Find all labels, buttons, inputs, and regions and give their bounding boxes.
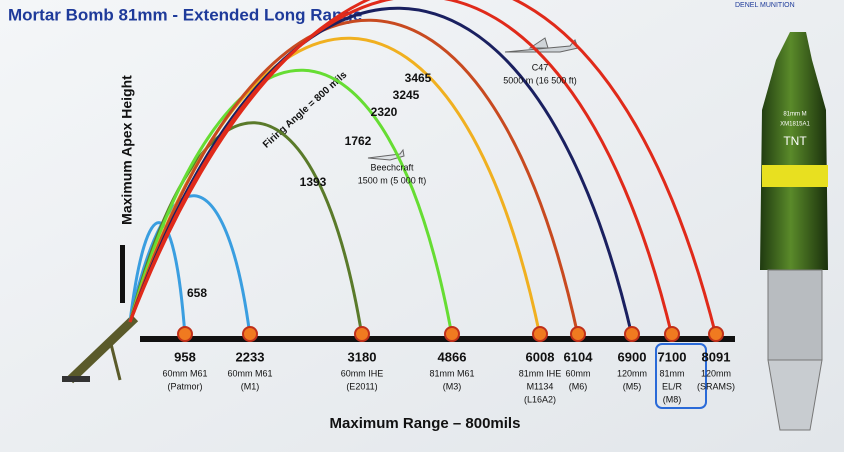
ammo-label: (E2011) [346,381,377,391]
ammo-label: M1134 [527,381,554,391]
ammo-label: 81mm IHE [519,368,562,378]
impact-burst [708,326,724,342]
ammo-label: (Patmor) [167,381,202,391]
trajectory [128,0,718,337]
bomb-text: XM1815A1 [780,122,810,128]
range-label: 4866 [438,349,467,364]
highlight-box [655,343,707,409]
apex-label: 3465 [405,71,432,85]
x-axis-label: Maximum Range – 800mils [330,415,521,432]
ammo-label: 60mm M61 [227,368,272,378]
aircraft-name: Beechcraft [370,162,414,172]
range-label: 6008 [526,349,555,364]
range-label: 958 [174,349,196,364]
ammo-label: (M8) [663,394,682,404]
trajectory [128,18,580,337]
impact-burst [532,326,548,342]
ammo-label: 120mm [701,368,731,378]
title: Mortar Bomb 81mm - Extended Long Range [8,5,362,24]
bomb [760,32,828,431]
y-axis-label: Maximum Apex Height [119,75,135,225]
apex-label: 1762 [345,134,372,148]
range-label: 6104 [564,349,594,364]
range-label: 2233 [236,349,265,364]
ammo-label: 60mm [565,368,590,378]
ammo-label: 120mm [617,368,647,378]
range-label: 6900 [618,349,647,364]
trajectory [128,68,454,337]
apex-label: 658 [187,286,207,300]
ammo-label: 81mm [659,368,684,378]
ammo-label: (M1) [241,381,260,391]
aircraft-name: C47 [532,62,549,72]
aircraft-altitude: 1500 m (5 000 ft) [358,175,427,185]
ground-line [140,336,735,342]
aircraft-altitude: 5000 m (16 500 ft) [503,75,577,85]
impact-burst [354,326,370,342]
ammo-label: (M6) [569,381,588,391]
trajectory [128,6,634,337]
apex-label: 3245 [393,88,420,102]
axis-bar [120,245,125,303]
ammo-label: (SRAMS) [697,381,735,391]
ammo-label: (M3) [443,381,462,391]
trajectory [128,194,252,337]
impact-burst [242,326,258,342]
mortar [62,314,139,384]
bomb-text: 81mm M [783,112,806,118]
impact-burst [177,326,193,342]
impact-burst [570,326,586,342]
impact-burst [444,326,460,342]
ammo-label: 60mm IHE [341,368,384,378]
bomb-text: TNT [783,134,807,148]
apex-label: 2320 [371,105,398,119]
apex-label: 1393 [300,175,327,189]
ammo-label: EL/R [662,381,683,391]
trajectory [128,221,187,337]
range-label: 3180 [348,349,377,364]
range-label: 7100 [658,349,687,364]
logo: DENEL MUNITION [735,2,795,9]
aircraft-icons [367,37,579,161]
impact-burst [624,326,640,342]
range-label: 8091 [702,349,731,364]
ammo-label: (M5) [623,381,642,391]
ammo-label: 81mm M61 [429,368,474,378]
ammo-label: 60mm M61 [162,368,207,378]
impact-burst [664,326,680,342]
ammo-label: (L16A2) [524,394,556,404]
